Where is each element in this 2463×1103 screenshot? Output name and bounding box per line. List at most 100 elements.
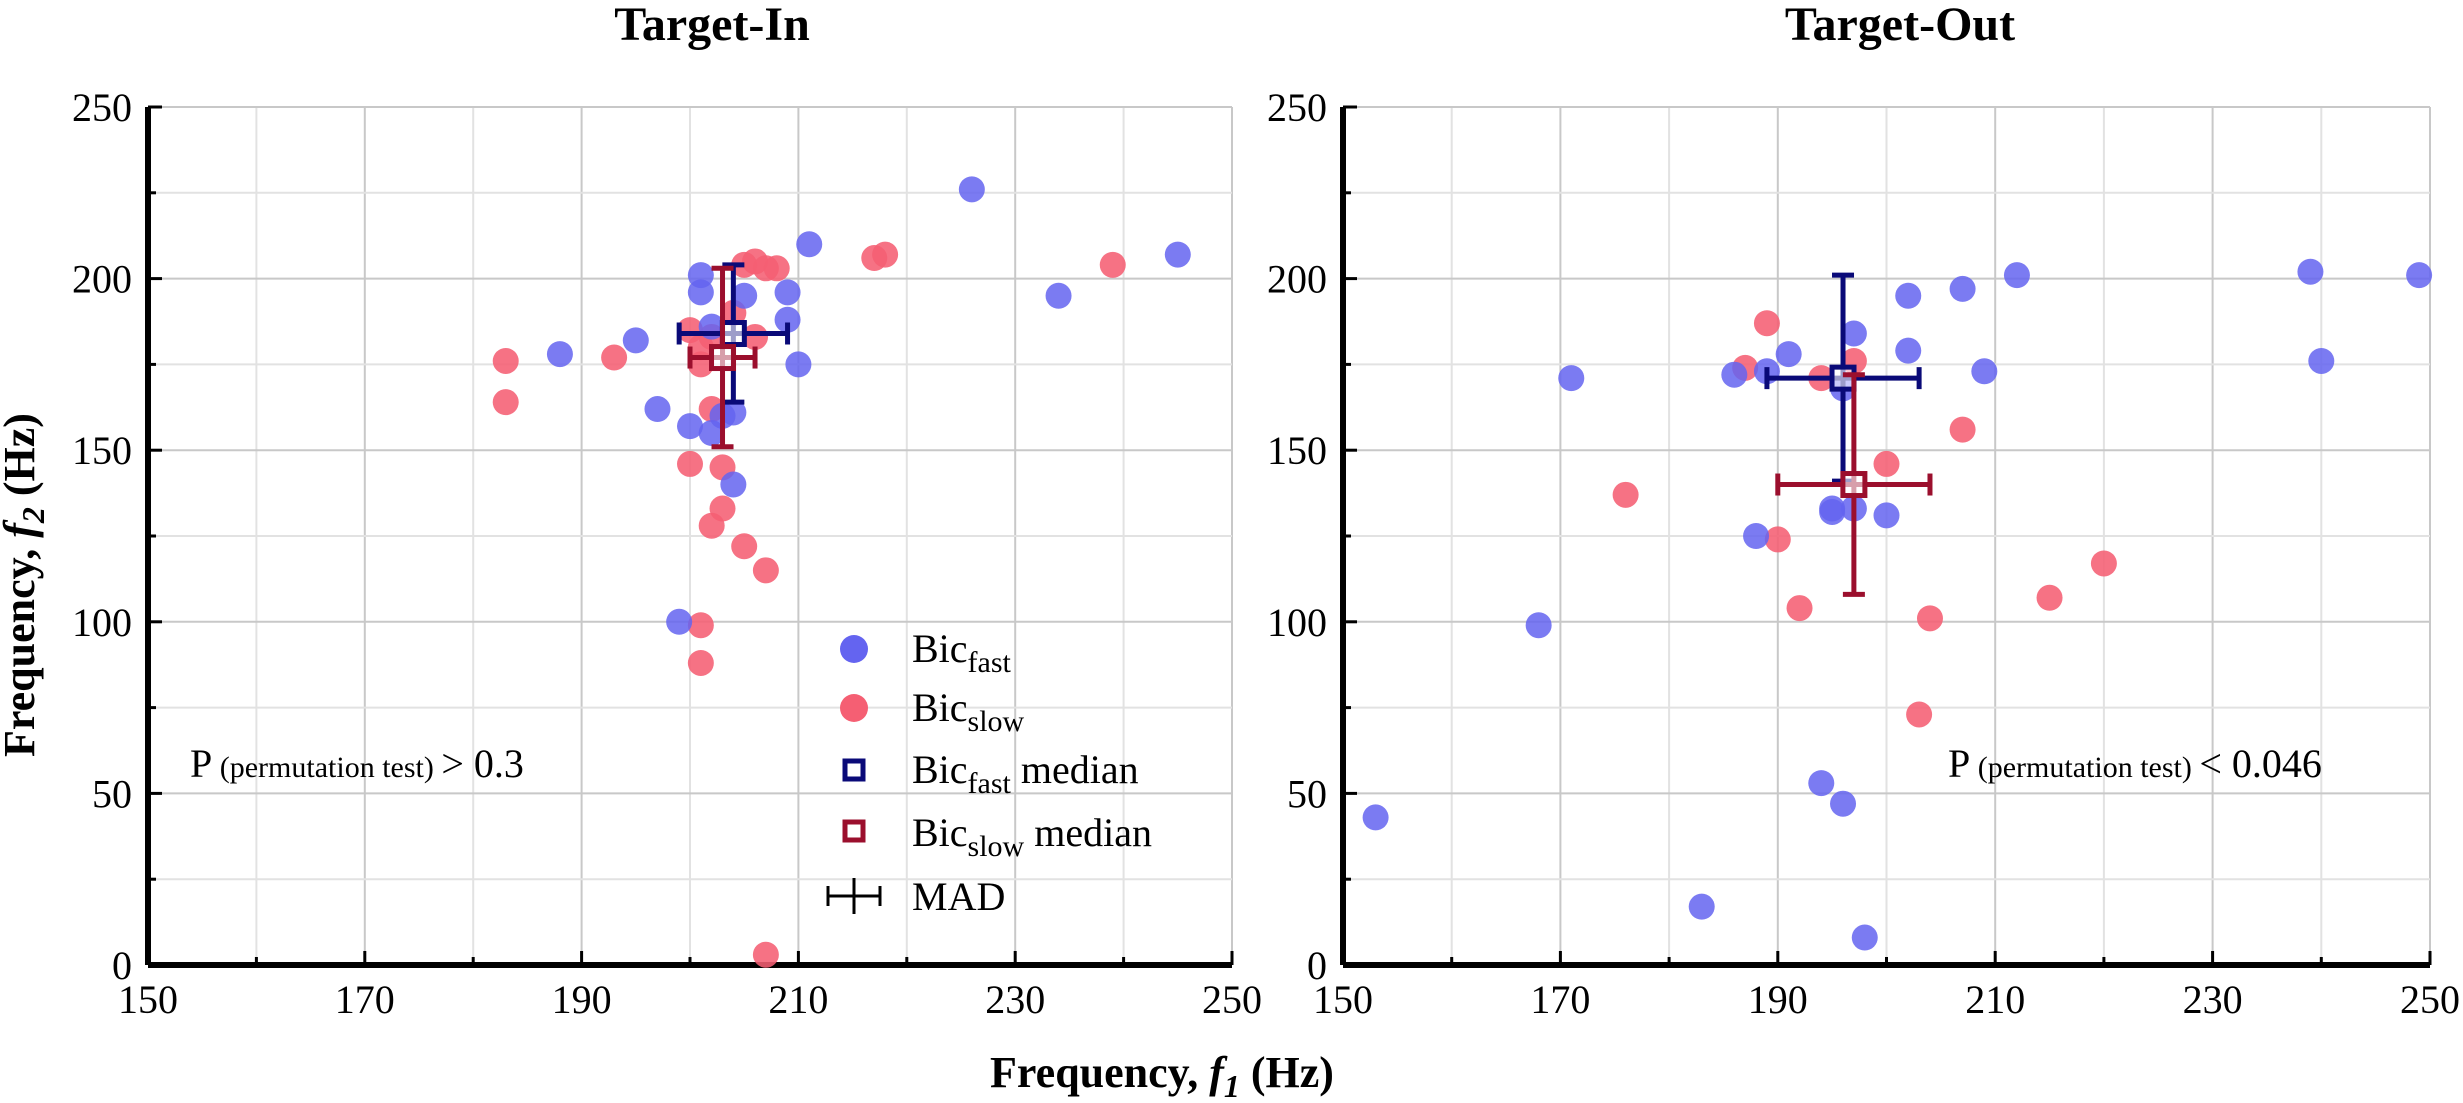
x-tick-label: 250 <box>2400 977 2460 1022</box>
x-tick-label: 150 <box>118 977 178 1022</box>
y-tick-label: 150 <box>1267 428 1327 473</box>
legend-label-slow-median: Bicslow median <box>912 810 1152 863</box>
legend-label-bic-slow: Bicslow <box>912 685 1025 738</box>
y-tick-label: 100 <box>1267 600 1327 645</box>
panel-title: Target-Out <box>1785 0 2015 51</box>
series-bic-fast <box>546 176 1191 635</box>
panel-target-out: Target-Out 150 170 190 210 230 250 0 50 100 150 20… <box>1267 0 2460 1022</box>
bic-slow-point <box>1612 481 1639 508</box>
fast-median-marker <box>1829 364 1857 392</box>
bic-slow-point <box>492 347 519 374</box>
y-axis-label: Frequency, f2 (Hz) <box>0 413 51 757</box>
bic-slow-point <box>872 241 899 268</box>
bic-slow-point <box>1764 526 1791 553</box>
y-tick-label: 150 <box>72 428 132 473</box>
x-tick-label: 250 <box>1202 977 1262 1022</box>
bic-slow-point <box>742 323 769 350</box>
bic-slow-point <box>687 649 714 676</box>
medians <box>676 262 791 450</box>
bic-fast-point <box>622 327 649 354</box>
y-tick-label: 50 <box>1287 771 1327 816</box>
x-tick-label: 170 <box>335 977 395 1022</box>
bic-slow-point <box>1873 450 1900 477</box>
y-tick-label: 0 <box>112 943 132 988</box>
series-bic-fast <box>1362 258 2433 951</box>
bic-fast-point <box>677 413 703 440</box>
x-axis-label: Frequency, f1 (Hz) <box>990 1048 1334 1103</box>
bic-slow-point <box>687 612 714 639</box>
bic-fast-point <box>644 396 671 423</box>
bic-slow-point <box>1786 595 1813 622</box>
legend-marker-slow-median <box>842 819 866 843</box>
bic-fast-point <box>796 231 823 258</box>
tick-labels: 150 170 190 210 230 250 0 50 100 150 200 250 <box>1267 85 2460 1022</box>
bic-fast-point <box>1808 770 1835 797</box>
bic-fast-point <box>1819 498 1846 525</box>
tick-labels: 150 170 190 210 230 250 0 50 100 150 200 250 <box>72 85 1262 1022</box>
medians <box>1764 272 1933 597</box>
legend-marker-bic-fast <box>840 635 868 663</box>
fast-median-marker <box>719 320 747 348</box>
bic-fast-point <box>2308 347 2335 374</box>
bic-fast-point <box>2406 262 2433 289</box>
bic-slow-point <box>677 450 703 477</box>
bic-fast-point <box>1873 502 1900 529</box>
bic-fast-point <box>720 399 747 426</box>
bic-fast-point <box>1895 282 1922 309</box>
bic-fast-point <box>2003 262 2030 289</box>
y-tick-label: 200 <box>1267 257 1327 302</box>
grid <box>1342 106 2431 966</box>
bic-fast-point <box>774 279 801 306</box>
bic-slow-point <box>731 533 758 560</box>
bic-slow-point <box>752 941 779 968</box>
legend-marker-bic-slow <box>840 694 868 722</box>
x-tick-label: 170 <box>1530 977 1590 1022</box>
y-tick-label: 250 <box>1267 85 1327 130</box>
y-tick-label: 200 <box>72 257 132 302</box>
bic-fast-point <box>1971 358 1998 385</box>
panel-title: Target-In <box>614 0 810 51</box>
series-bic-slow <box>1612 310 2117 728</box>
bic-fast-point <box>546 341 573 368</box>
bic-fast-point <box>1164 241 1191 268</box>
x-tick-label: 230 <box>2183 977 2243 1022</box>
axes <box>1340 105 2432 968</box>
bic-fast-point <box>731 282 758 309</box>
legend: Bicfast Bicslow Bicfast median Bicslow m… <box>826 626 1152 919</box>
bic-fast-point <box>2297 258 2324 285</box>
x-tick-label: 150 <box>1313 977 1373 1022</box>
y-tick-label: 50 <box>92 771 132 816</box>
bic-fast-point <box>1830 790 1857 817</box>
bic-slow-point <box>1916 605 1943 632</box>
bic-fast-point <box>687 279 714 306</box>
legend-marker-mad <box>826 878 882 914</box>
bic-fast-point <box>1362 804 1389 831</box>
y-tick-label: 250 <box>72 85 132 130</box>
bic-slow-point <box>1949 416 1976 443</box>
bic-slow-point <box>2036 584 2063 611</box>
bic-slow-point <box>709 495 736 522</box>
legend-label-fast-median: Bicfast median <box>912 747 1139 800</box>
bic-fast-point <box>1558 365 1585 392</box>
x-tick-label: 210 <box>768 977 828 1022</box>
x-tick-label: 230 <box>985 977 1045 1022</box>
x-tick-label: 210 <box>1965 977 2025 1022</box>
bic-fast-point <box>1721 361 1748 388</box>
slow-median-marker <box>1840 471 1868 499</box>
legend-label-mad: MAD <box>912 874 1005 919</box>
y-tick-label: 100 <box>72 600 132 645</box>
p-value-annotation: P (permutation test) < 0.046 <box>1948 741 2322 786</box>
slow-median-marker <box>709 344 737 372</box>
bic-fast-point <box>1840 320 1867 347</box>
bic-fast-point <box>1775 341 1802 368</box>
bic-fast-point <box>1045 282 1072 309</box>
bic-slow-point <box>763 255 790 282</box>
legend-label-bic-fast: Bicfast <box>912 626 1012 679</box>
bic-fast-point <box>1895 337 1922 364</box>
bic-fast-point <box>958 176 985 203</box>
p-value-annotation: P (permutation test) > 0.3 <box>190 741 524 786</box>
axes <box>145 105 1234 968</box>
legend-marker-fast-median <box>842 758 866 782</box>
bic-fast-point <box>720 471 747 498</box>
